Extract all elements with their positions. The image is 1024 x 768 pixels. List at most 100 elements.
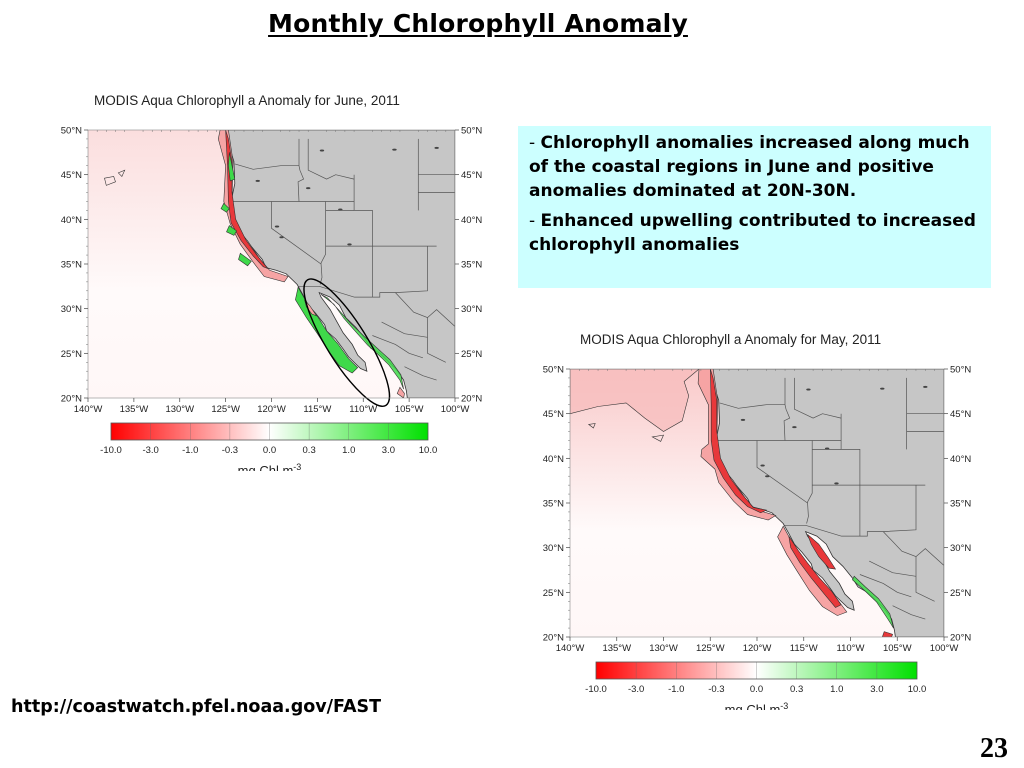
june-map-title: MODIS Aqua Chlorophyll a Anomaly for Jun…	[94, 93, 400, 108]
colorbar-tick-label: 0.3	[303, 445, 316, 456]
boundary-line	[859, 574, 912, 598]
negative-anomaly-patch	[304, 299, 318, 317]
colorbar-tick-label: 1.0	[342, 445, 355, 456]
lat-label-left: 45°N	[61, 170, 82, 181]
lat-label-right: 45°N	[461, 170, 482, 181]
colorbar-tick-label: -1.0	[668, 684, 684, 695]
strong-negative-patch	[881, 631, 893, 637]
boundary-line	[298, 285, 355, 298]
lat-label-left: 35°N	[543, 499, 564, 510]
boundary-line	[234, 163, 299, 170]
slide-title: Monthly Chlorophyll Anomaly	[268, 9, 688, 38]
strong-negative-patch	[788, 535, 842, 608]
boundary-line	[427, 317, 446, 363]
boundary-line	[840, 413, 861, 537]
lat-label-left: 50°N	[61, 126, 82, 137]
colorbar-tick-label: -10.0	[100, 445, 122, 456]
colorbar-tick-label: 0.0	[263, 445, 276, 456]
lake-mark	[347, 243, 352, 246]
colorbar-tick-label: 3.0	[382, 445, 395, 456]
positive-anomaly-patch	[852, 575, 894, 629]
lake-mark	[760, 464, 765, 467]
note-text-2: Enhanced upwelling contributed to increa…	[529, 211, 976, 255]
map-body	[570, 369, 944, 637]
boundary-line	[756, 440, 808, 504]
boundary-line	[297, 138, 305, 202]
lat-label-left: 30°N	[543, 543, 564, 554]
boundary-line	[915, 556, 935, 602]
lon-label: 125°W	[696, 643, 725, 654]
boundary-line	[372, 335, 424, 359]
boundary-line	[719, 402, 785, 409]
boundary-line	[806, 440, 813, 524]
lon-label: 135°W	[120, 404, 149, 415]
colorbar-tick-label: -3.0	[628, 684, 644, 695]
lat-label-left: 30°N	[61, 304, 82, 315]
colorbar-tick-label: 10.0	[908, 684, 927, 695]
colorbar-tick-label: -1.0	[182, 445, 198, 456]
lake-mark	[274, 225, 280, 228]
lon-label: 130°W	[165, 404, 194, 415]
lake-mark	[279, 236, 284, 239]
lon-label: 135°W	[602, 643, 631, 654]
lon-label: 100°W	[930, 643, 959, 654]
lon-label: 130°W	[649, 643, 678, 654]
lake-mark	[740, 418, 746, 421]
may-map-title: MODIS Aqua Chlorophyll a Anomaly for May…	[580, 332, 882, 347]
lon-label: 105°W	[883, 643, 912, 654]
boundary-line	[395, 246, 428, 293]
lat-label-right: 45°N	[950, 409, 971, 420]
boundary-line	[319, 201, 326, 285]
strong-negative-patch	[807, 534, 837, 570]
lat-label-left: 45°N	[543, 409, 564, 420]
strong-negative-patch	[710, 369, 768, 514]
positive-anomaly-patch	[238, 252, 252, 267]
lake-mark	[880, 387, 885, 390]
source-link[interactable]: http://coastwatch.pfel.noaa.gov/FAST	[11, 697, 382, 717]
lat-label-right: 25°N	[950, 588, 971, 599]
lake-mark	[434, 146, 439, 149]
positive-anomaly-patch	[226, 225, 237, 236]
colorbar-tick-label: 10.0	[419, 445, 438, 456]
units-crop-mask	[111, 471, 428, 485]
lon-label: 115°W	[790, 643, 818, 654]
colorbar-tick-label: -0.3	[708, 684, 724, 695]
bullet-dash: -	[529, 211, 541, 231]
lat-label-left: 25°N	[61, 349, 82, 360]
lake-mark	[306, 187, 311, 190]
positive-anomaly-patch	[220, 202, 230, 213]
colorbar-tick-label: -10.0	[585, 684, 607, 695]
lat-label-right: 25°N	[461, 349, 482, 360]
notes-box: - Chlorophyll anomalies increased along …	[518, 126, 991, 288]
boundary-line	[307, 138, 355, 180]
boundary-line	[381, 321, 428, 338]
lon-label: 115°W	[303, 404, 331, 415]
map-body	[88, 130, 455, 398]
lake-mark	[806, 388, 811, 391]
lake-mark	[765, 475, 770, 478]
boundary-line	[892, 605, 926, 620]
colorbar-tick-label: 0.3	[790, 684, 803, 695]
lat-label-right: 30°N	[950, 543, 971, 554]
boundary-line	[869, 560, 917, 577]
lat-label-right: 35°N	[950, 499, 971, 510]
colorbar-tick-label: 1.0	[830, 684, 843, 695]
lat-label-right: 35°N	[461, 260, 482, 271]
note-bullet-1: - Chlorophyll anomalies increased along …	[529, 131, 981, 203]
anomaly-contour	[104, 176, 116, 186]
colorbar-tick-label: 3.0	[870, 684, 883, 695]
lon-label: 120°W	[743, 643, 772, 654]
colorbar-tick-label: -3.0	[142, 445, 158, 456]
positive-anomaly-patch	[228, 152, 236, 182]
page-number: 23	[980, 733, 1008, 764]
lat-label-left: 20°N	[543, 633, 564, 644]
lake-mark	[792, 426, 797, 429]
colorbar-tick-label: 0.0	[750, 684, 763, 695]
lat-label-right: 30°N	[461, 304, 482, 315]
boundary-line	[353, 174, 373, 298]
bullet-dash: -	[529, 133, 541, 153]
lon-label: 120°W	[257, 404, 286, 415]
anomaly-contour	[117, 169, 126, 178]
lat-label-left: 20°N	[61, 394, 82, 405]
lat-label-right: 20°N	[461, 394, 482, 405]
